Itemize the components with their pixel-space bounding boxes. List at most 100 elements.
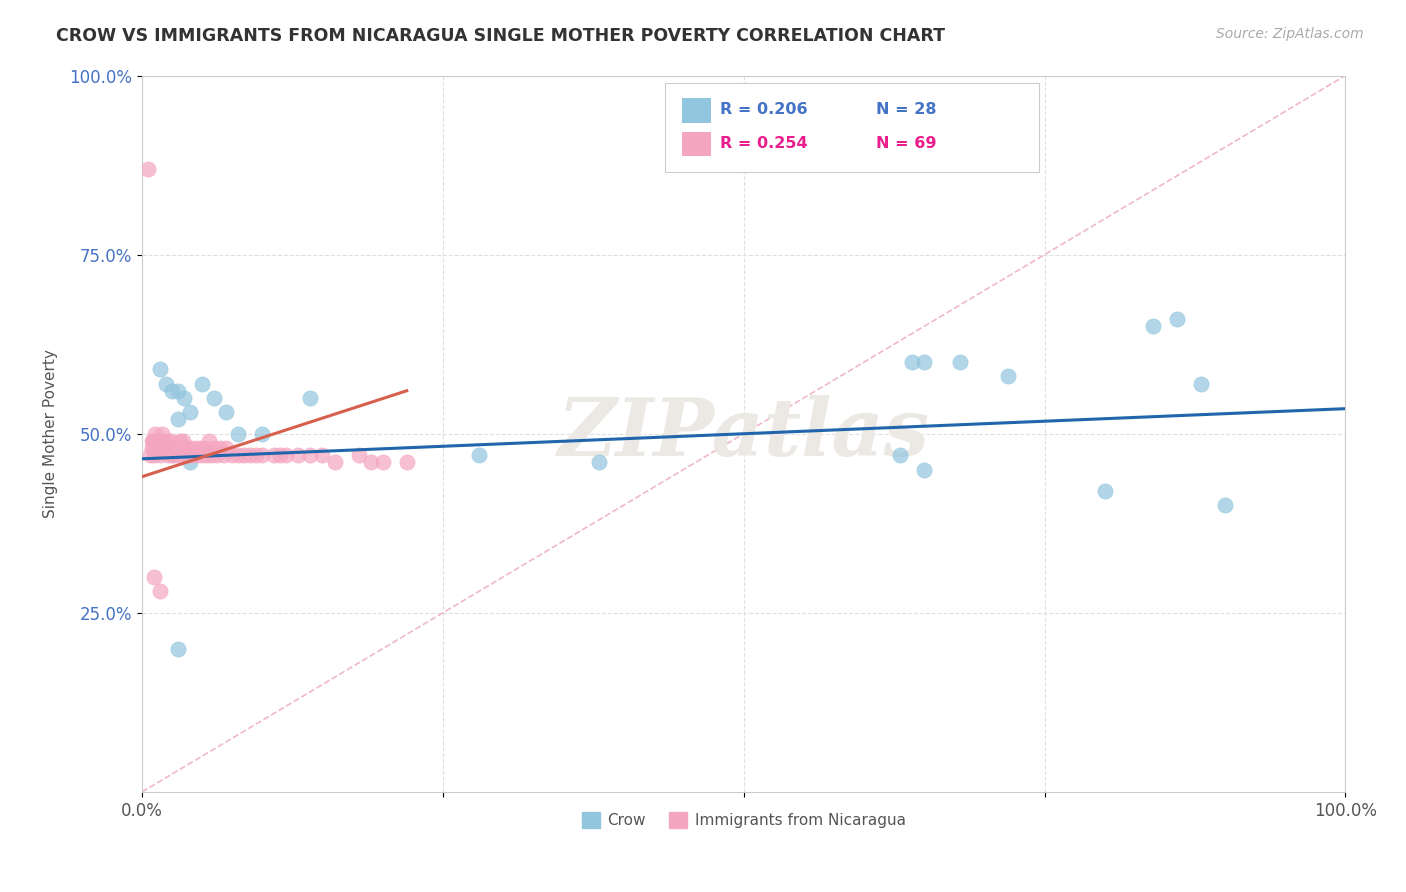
Point xyxy=(949,355,972,369)
Point xyxy=(146,441,169,455)
Point xyxy=(160,384,183,398)
Point xyxy=(252,448,274,462)
Point xyxy=(239,448,262,462)
Point xyxy=(181,448,204,462)
Legend: Crow, Immigrants from Nicaragua: Crow, Immigrants from Nicaragua xyxy=(575,806,912,835)
Point xyxy=(143,570,166,584)
Point xyxy=(1094,484,1116,499)
Point xyxy=(179,405,201,419)
Point xyxy=(143,441,166,455)
Point xyxy=(287,448,309,462)
Point xyxy=(912,355,935,369)
Point xyxy=(299,391,322,405)
Point xyxy=(139,448,162,462)
Point xyxy=(395,455,418,469)
Point xyxy=(221,448,243,462)
Text: Source: ZipAtlas.com: Source: ZipAtlas.com xyxy=(1216,27,1364,41)
Point xyxy=(152,426,174,441)
Point xyxy=(209,441,232,455)
Text: R = 0.254: R = 0.254 xyxy=(720,136,807,151)
Point xyxy=(145,434,167,448)
Point xyxy=(149,584,172,599)
Point xyxy=(167,384,190,398)
Point xyxy=(252,426,274,441)
Point xyxy=(173,448,195,462)
Point xyxy=(157,448,180,462)
Point xyxy=(179,441,201,455)
Point xyxy=(193,441,215,455)
Point xyxy=(141,434,163,448)
Point xyxy=(226,448,249,462)
Text: N = 69: N = 69 xyxy=(876,136,936,151)
Point xyxy=(173,391,195,405)
Point xyxy=(997,369,1019,384)
Point xyxy=(226,426,249,441)
Point xyxy=(150,441,173,455)
Point xyxy=(157,441,180,455)
Point xyxy=(912,462,935,476)
Point xyxy=(371,455,394,469)
Point xyxy=(198,434,221,448)
Point xyxy=(143,448,166,462)
Point xyxy=(149,362,172,376)
Point xyxy=(901,355,924,369)
Text: ZIPatlas: ZIPatlas xyxy=(558,395,929,473)
Point xyxy=(1213,499,1236,513)
Text: R = 0.206: R = 0.206 xyxy=(720,103,807,118)
Point xyxy=(276,448,298,462)
Point xyxy=(167,441,190,455)
Point xyxy=(202,441,225,455)
Point xyxy=(153,441,176,455)
Point xyxy=(179,455,201,469)
Point xyxy=(195,448,218,462)
Point xyxy=(142,434,165,448)
Point xyxy=(152,434,174,448)
Point xyxy=(162,448,184,462)
Point xyxy=(184,441,207,455)
Point xyxy=(136,161,159,176)
Point xyxy=(201,448,224,462)
Text: CROW VS IMMIGRANTS FROM NICARAGUA SINGLE MOTHER POVERTY CORRELATION CHART: CROW VS IMMIGRANTS FROM NICARAGUA SINGLE… xyxy=(56,27,945,45)
Point xyxy=(202,391,225,405)
Point xyxy=(165,441,187,455)
Point xyxy=(143,434,166,448)
Point xyxy=(212,448,235,462)
Point xyxy=(160,448,183,462)
Point xyxy=(167,412,190,426)
Point xyxy=(360,455,382,469)
Point xyxy=(156,434,179,448)
Point xyxy=(263,448,285,462)
Point xyxy=(163,441,186,455)
Point xyxy=(588,455,610,469)
Point xyxy=(167,448,190,462)
Point xyxy=(468,448,491,462)
Point xyxy=(215,441,238,455)
Point xyxy=(149,448,172,462)
Point xyxy=(299,448,322,462)
Point xyxy=(1166,312,1188,326)
Text: N = 28: N = 28 xyxy=(876,103,936,118)
Point xyxy=(233,448,256,462)
Point xyxy=(148,434,170,448)
Point xyxy=(1189,376,1212,391)
Point xyxy=(186,448,208,462)
Point xyxy=(889,448,911,462)
Y-axis label: Single Mother Poverty: Single Mother Poverty xyxy=(44,350,58,518)
Point xyxy=(172,434,194,448)
Point xyxy=(347,448,370,462)
Point xyxy=(169,434,191,448)
Point xyxy=(159,441,181,455)
Point xyxy=(323,455,346,469)
Point xyxy=(191,376,214,391)
Point xyxy=(174,441,197,455)
FancyBboxPatch shape xyxy=(682,132,711,156)
Point xyxy=(1142,319,1164,334)
Point xyxy=(141,441,163,455)
Point xyxy=(143,426,166,441)
Point xyxy=(167,641,190,656)
Point xyxy=(205,448,228,462)
Point xyxy=(269,448,291,462)
Point xyxy=(160,434,183,448)
Point xyxy=(188,441,211,455)
Point xyxy=(170,441,193,455)
